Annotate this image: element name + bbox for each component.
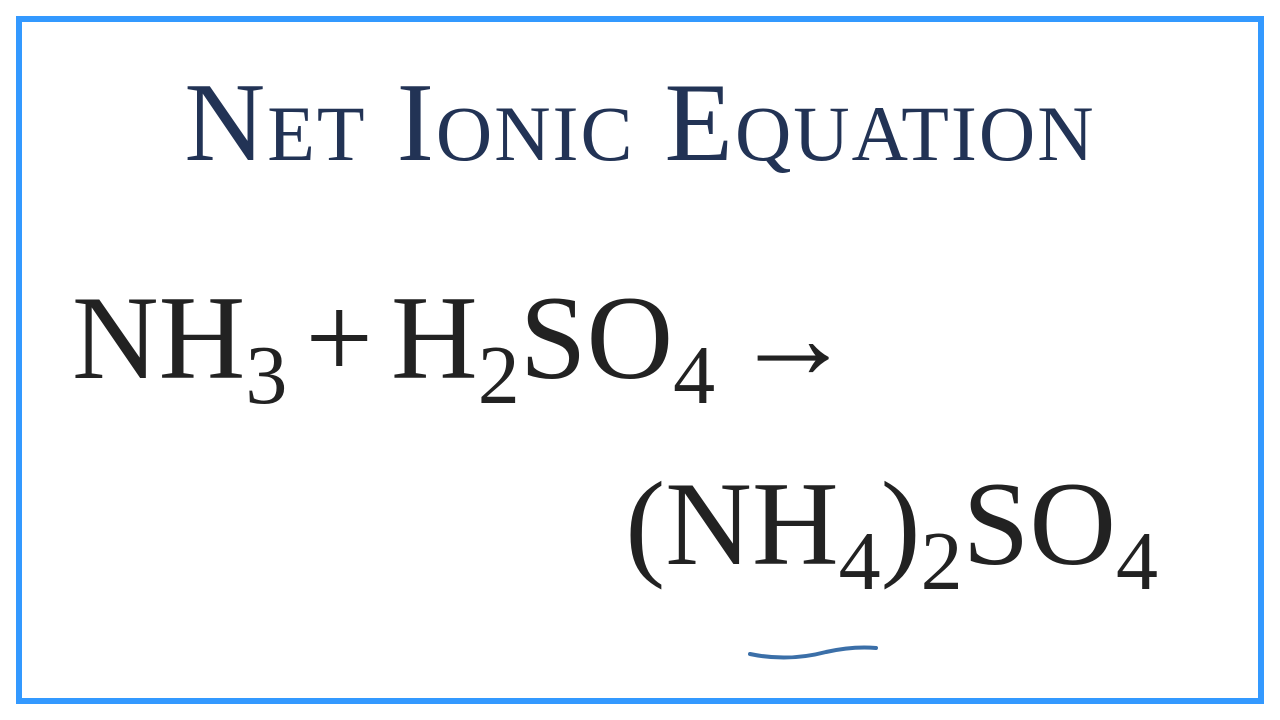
- reaction-arrow: →: [733, 245, 853, 431]
- reactant-1: NH3: [72, 245, 287, 431]
- reactant-2: H2SO4: [391, 245, 715, 431]
- equation-reactants-line: NH3 + H2SO4 →: [72, 245, 1208, 431]
- equation-products-line: (NH4)2SO4: [72, 431, 1208, 617]
- handwritten-underline: [748, 642, 878, 662]
- page-title: Net Ionic Equation: [72, 62, 1208, 185]
- plus-operator: +: [305, 245, 373, 431]
- product-1: (NH4)2SO4: [625, 431, 1158, 617]
- chemical-equation: NH3 + H2SO4 → (NH4)2SO4: [72, 245, 1208, 617]
- content-frame: Net Ionic Equation NH3 + H2SO4 → (NH4)2S…: [16, 16, 1264, 704]
- underline-path: [750, 648, 876, 658]
